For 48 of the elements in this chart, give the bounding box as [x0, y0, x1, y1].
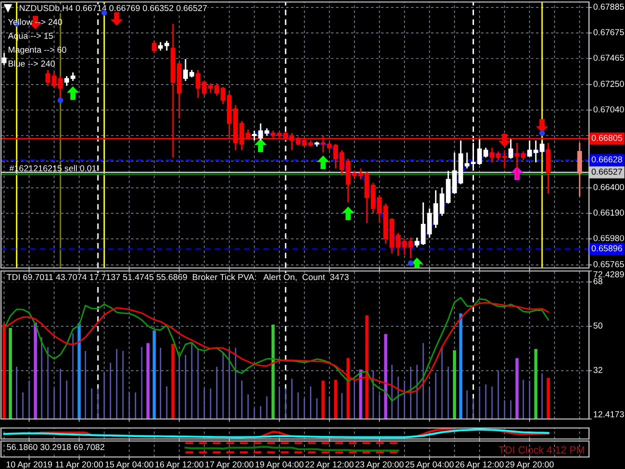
y-tick-label: 0.66400	[594, 184, 624, 190]
y-tick-label: 0.65980	[594, 235, 624, 242]
y-tick-label: 68	[594, 278, 602, 284]
x-tick-label: 19 Apr 04:00	[256, 461, 304, 469]
x-tick-label: 11 Apr 20:00	[56, 461, 103, 469]
ref-line-label: 0.66527	[592, 168, 622, 175]
chart-title: TDI 69.7011 43.7074 17.7137 51.4745 55.6869 Broker Tick PVA: Alert On, Count 3473	[6, 274, 349, 282]
point	[58, 98, 64, 104]
candlestick	[577, 142, 582, 198]
ref-line-label: 0.66628	[592, 156, 622, 162]
y-tick-label: 32	[593, 366, 602, 374]
candlestick	[2, 52, 6, 66]
point	[539, 130, 545, 136]
point	[317, 156, 330, 170]
point	[110, 12, 123, 26]
x-tick-label: 22 Apr 12:00	[305, 461, 354, 469]
y-tick-label: 0.65765	[594, 261, 624, 268]
y-tick-label: 72.4289	[594, 271, 624, 278]
point	[536, 119, 548, 133]
x-tick-label: 29 Apr 20:00	[506, 461, 554, 469]
x-tick-label: 17 Apr 20:00	[206, 461, 254, 469]
y-tick-label: 0.67040	[594, 106, 624, 112]
y-tick-label: 0.67465	[594, 54, 624, 61]
point	[342, 206, 354, 220]
point	[254, 138, 267, 152]
x-tick-label: 26 Apr 12:00	[456, 461, 504, 469]
point	[408, 260, 414, 266]
y-tick-label: 0.67675	[594, 29, 624, 36]
x-tick-label: 23 Apr 20:00	[355, 461, 404, 469]
x-tick-label: 10 Apr 2019	[6, 461, 52, 469]
candlestick	[546, 142, 551, 194]
x-tick-label: 25 Apr 04:00	[406, 461, 454, 469]
candlestick	[152, 40, 157, 54]
ref-line-label: 0.65896	[592, 245, 622, 252]
y-tick-label: 0.67885	[594, 4, 624, 10]
chart-subtitle: TDI Clock 4:12 PM	[498, 446, 584, 454]
x-tick-label: 15 Apr 04:00	[105, 461, 154, 469]
y-tick-label: 50	[594, 322, 602, 329]
chart-title: NZDUSDb,H4 0.66714 0.66769 0.66352 0.66527	[20, 4, 207, 12]
ref-line-label: 0.66805	[592, 134, 622, 141]
y-tick-label: 0.66190	[594, 210, 624, 216]
x-tick-label: 16 Apr 12:00	[156, 461, 204, 469]
point	[66, 86, 80, 100]
y-tick-label: 0.67250	[594, 80, 624, 87]
candlestick	[508, 138, 514, 160]
point	[498, 134, 511, 148]
y-tick-label: 12.4173	[594, 411, 624, 418]
chart-title: 56.1860 30.2918 69.7082	[6, 444, 104, 450]
